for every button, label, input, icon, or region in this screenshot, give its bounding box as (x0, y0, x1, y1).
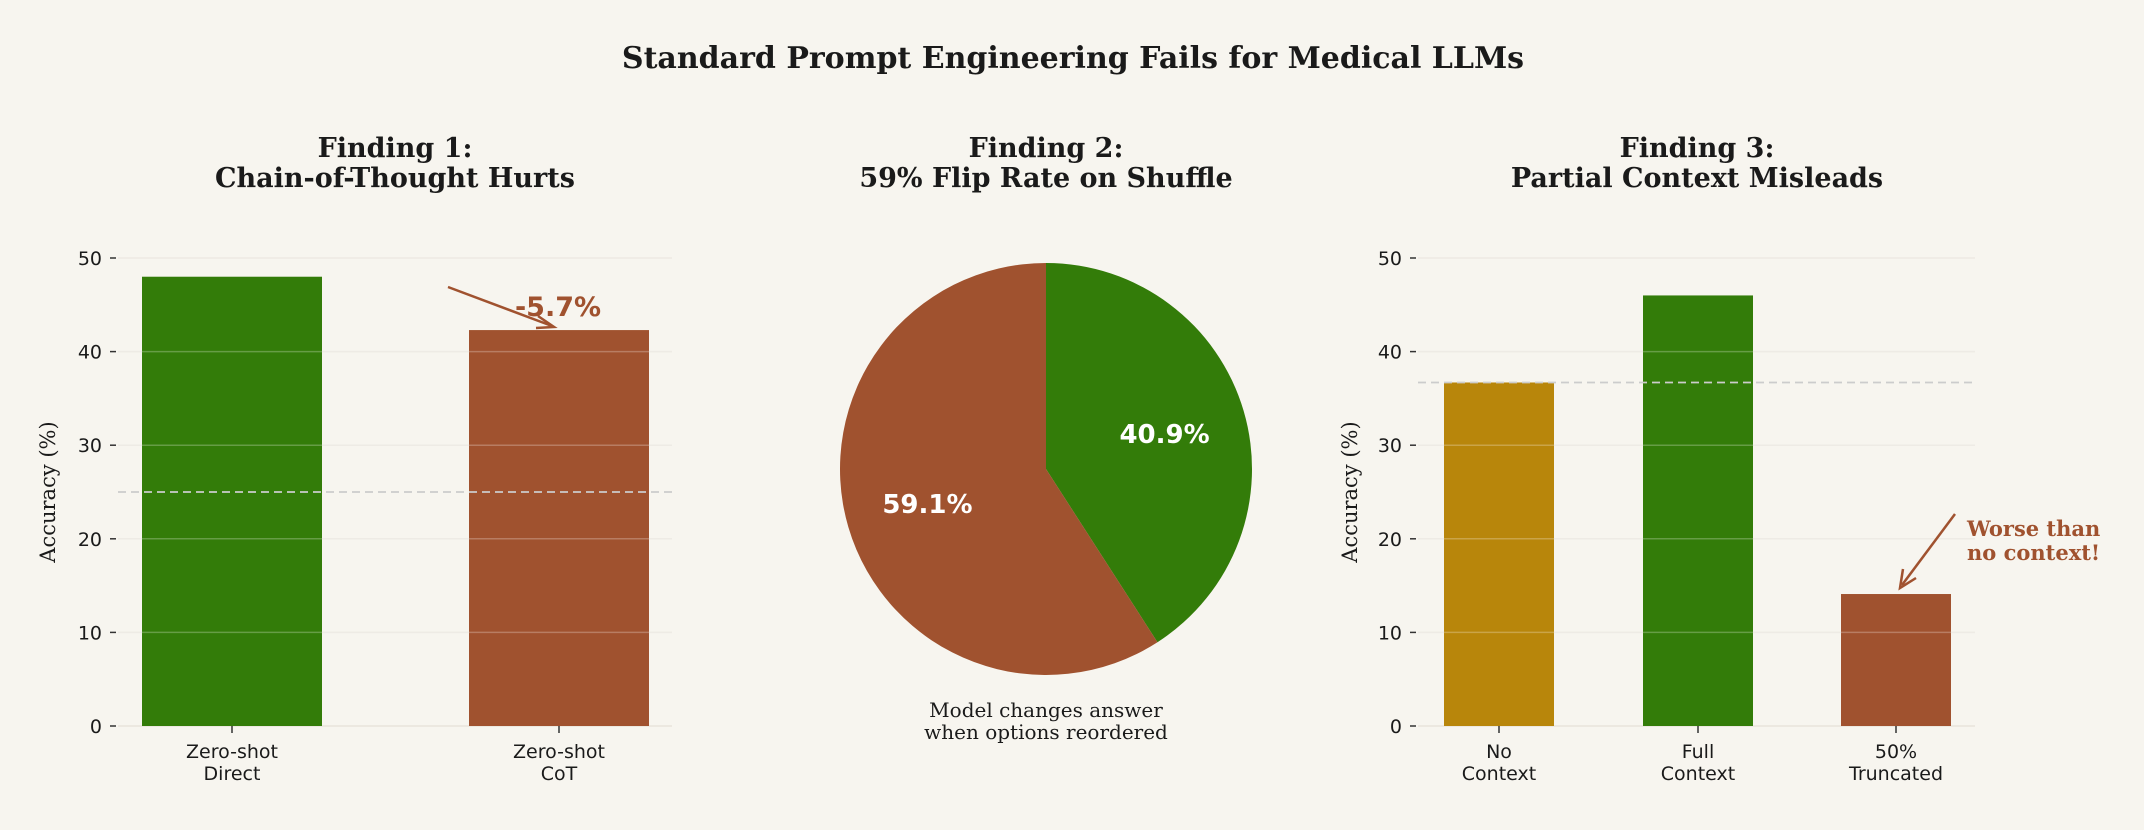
bar (1444, 382, 1554, 726)
y-tick-label: 50 (1378, 248, 1402, 270)
y-tick-label: 20 (1378, 529, 1402, 551)
pie-slice-label: 59.1% (882, 490, 972, 520)
annotation-arrow (1900, 513, 1957, 586)
panel3-title-line1: Finding 3: (1620, 133, 1775, 164)
panel2-title-line1: Finding 2: (969, 133, 1124, 164)
x-tick-label: Context (1462, 763, 1536, 785)
x-tick-label: 50% (1875, 741, 1917, 763)
y-tick-label: 40 (78, 342, 102, 364)
x-tick-label: Direct (204, 763, 261, 785)
annotation-arrow (447, 285, 553, 328)
y-tick-label: 10 (1378, 622, 1402, 644)
pie-caption-line2: when options reordered (924, 720, 1168, 744)
delta-label: -5.7% (515, 292, 601, 323)
arrow-head-icon (1898, 568, 1917, 591)
bar (469, 330, 649, 726)
panel1-title-line2: Chain-of-Thought Hurts (215, 163, 575, 194)
x-tick-label: Full (1682, 741, 1715, 763)
y-axis-label: Accuracy (%) (1338, 421, 1362, 563)
y-axis-label: Accuracy (%) (36, 421, 60, 563)
panel1-annotation: -5.7% (447, 285, 601, 330)
bar (142, 276, 322, 726)
bar (1643, 295, 1753, 726)
y-tick-label: 40 (1378, 342, 1402, 364)
pie-slice (1046, 263, 1252, 643)
panel2-title-line2: 59% Flip Rate on Shuffle (859, 163, 1232, 194)
y-tick-label: 10 (78, 622, 102, 644)
x-tick-label: Zero-shot (513, 741, 605, 763)
x-tick-label: Zero-shot (186, 741, 278, 763)
figure-title: Standard Prompt Engineering Fails for Me… (622, 41, 1524, 76)
x-tick-label: CoT (541, 763, 578, 785)
annotation-line1: Worse than (1966, 516, 2100, 541)
bar (1841, 594, 1951, 726)
panel3-title-line2: Partial Context Misleads (1511, 163, 1883, 194)
annotation-line2: no context! (1967, 540, 2100, 565)
x-tick-label: No (1486, 741, 1512, 763)
pie-caption-line1: Model changes answer (929, 698, 1163, 722)
panel3-annotation: Worse than no context! (1898, 513, 2100, 591)
pie-slice (839, 263, 1158, 675)
panel1-title-line1: Finding 1: (318, 133, 473, 164)
y-tick-label: 30 (1378, 435, 1402, 457)
x-tick-label: Context (1661, 763, 1735, 785)
pie-slice-label: 40.9% (1119, 420, 1209, 450)
arrow-head-icon (535, 314, 558, 330)
y-tick-label: 30 (78, 435, 102, 457)
y-tick-label: 50 (78, 248, 102, 270)
y-tick-label: 0 (90, 716, 102, 738)
x-tick-label: Truncated (1848, 763, 1943, 785)
y-tick-label: 20 (78, 529, 102, 551)
y-tick-label: 0 (1390, 716, 1402, 738)
